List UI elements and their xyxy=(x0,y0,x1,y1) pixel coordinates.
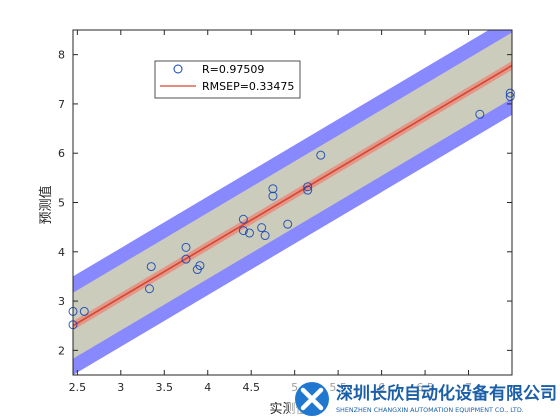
data-point-19 xyxy=(316,150,326,160)
y-tick-label: 2 xyxy=(58,344,65,357)
fit-line-group xyxy=(73,64,512,327)
company-name-en: SHENZHEN CHANGXIN AUTOMATION EQUIPMENT C… xyxy=(336,406,524,414)
y-tick-label: 4 xyxy=(58,246,65,259)
data-point-6 xyxy=(181,254,191,264)
data-point-15 xyxy=(268,191,278,201)
data-point-3 xyxy=(144,284,154,294)
y-tick-label: 6 xyxy=(58,147,65,160)
data-point-11 xyxy=(244,228,254,238)
data-point-5 xyxy=(181,242,191,252)
company-logo-watermark: 深圳长欣自动化设备有限公司 SHENZHEN CHANGXIN AUTOMATI… xyxy=(290,377,560,420)
y-axis-ticks: 2 3 4 5 6 7 8 xyxy=(58,49,512,357)
x-tick-label: 4.5 xyxy=(242,381,260,394)
x-tick-label: 3 xyxy=(117,381,124,394)
company-name-cn: 深圳长欣自动化设备有限公司 xyxy=(336,383,557,404)
legend-label-rmsep: RMSEP=0.33475 xyxy=(202,80,294,93)
data-point-21 xyxy=(505,88,515,98)
data-point-17 xyxy=(303,182,313,192)
legend-box xyxy=(154,60,301,99)
data-point-18 xyxy=(303,185,313,195)
y-tick-label: 7 xyxy=(58,98,65,111)
legend-marker-points xyxy=(173,64,183,74)
data-point-12 xyxy=(257,223,267,233)
legend-label-r: R=0.97509 xyxy=(202,63,264,76)
x-tick-label: 2.5 xyxy=(69,381,87,394)
y-tick-label: 8 xyxy=(58,49,65,62)
x-tick-label: 3.5 xyxy=(156,381,174,394)
y-tick-label: 3 xyxy=(58,295,65,308)
x-tick-label: 4 xyxy=(204,381,211,394)
data-point-9 xyxy=(238,214,248,224)
data-point-20 xyxy=(475,109,485,119)
y-axis-label: 预测值 xyxy=(38,185,54,224)
y-tick-label: 5 xyxy=(58,197,65,210)
data-point-22 xyxy=(505,92,515,102)
data-point-13 xyxy=(260,231,270,241)
data-point-4 xyxy=(146,262,156,272)
logo-backdrop xyxy=(290,377,560,420)
legend: R=0.97509 RMSEP=0.33475 xyxy=(154,60,301,99)
fit-line xyxy=(73,64,512,327)
data-point-10 xyxy=(238,226,248,236)
data-point-2 xyxy=(79,306,89,316)
logo-icon xyxy=(295,382,329,416)
data-point-14 xyxy=(268,184,278,194)
data-point-8 xyxy=(195,261,205,271)
data-point-16 xyxy=(283,219,293,229)
